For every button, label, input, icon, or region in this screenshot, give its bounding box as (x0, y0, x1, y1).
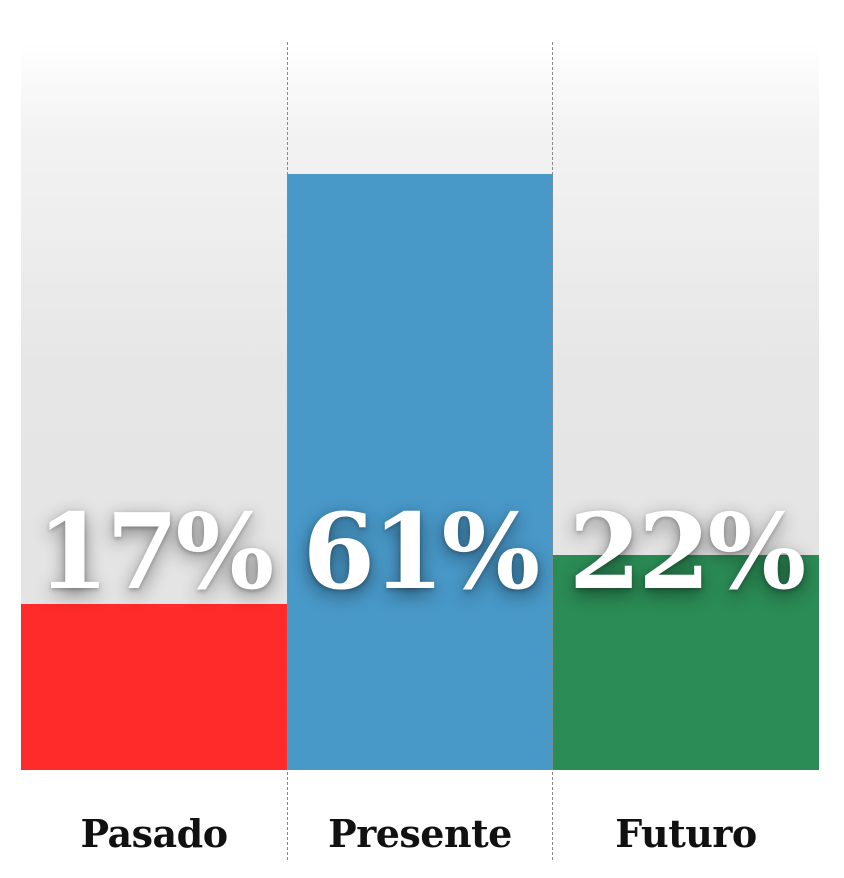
value-label-pasado: 17% (36, 490, 275, 613)
column-divider (287, 42, 288, 860)
category-label-presente: Presente (328, 811, 512, 856)
bar-presente (287, 174, 553, 770)
bar-futuro (553, 555, 819, 770)
value-label-presente: 61% (302, 490, 541, 613)
value-label-futuro: 22% (568, 490, 807, 613)
category-label-futuro: Futuro (615, 811, 757, 856)
category-label-pasado: Pasado (80, 811, 228, 856)
column-divider (552, 42, 553, 860)
bar-pasado (21, 604, 287, 770)
